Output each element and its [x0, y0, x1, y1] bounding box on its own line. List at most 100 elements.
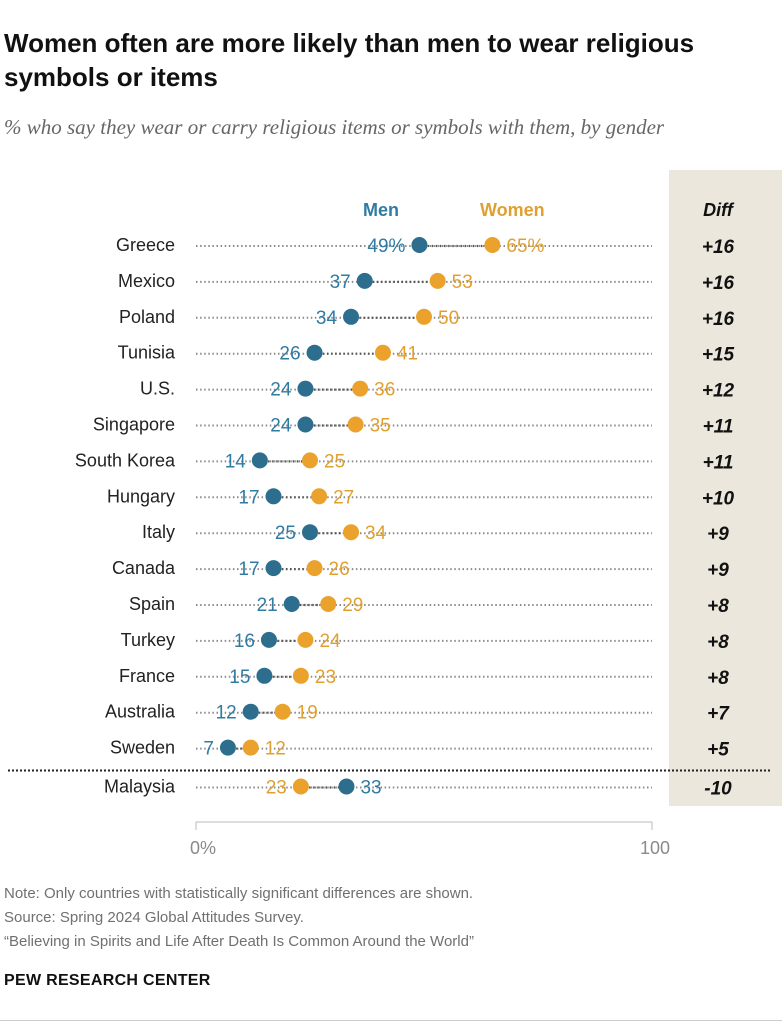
women-dot	[242, 739, 259, 756]
men-value-label: 12	[216, 703, 237, 724]
men-value-label: 24	[270, 416, 292, 437]
source-text: Source: Spring 2024 Global Attitudes Sur…	[4, 909, 304, 926]
women-dot	[347, 416, 364, 433]
men-dot	[306, 344, 323, 361]
women-dot	[311, 488, 328, 505]
men-dot	[356, 272, 373, 289]
women-value-label: 24	[319, 631, 341, 652]
men-value-label: 26	[279, 344, 300, 365]
women-value-label: 35	[370, 416, 391, 437]
men-dot	[265, 560, 282, 577]
men-value-label: 21	[257, 595, 278, 616]
men-dot	[302, 524, 318, 541]
country-label: Greece	[116, 235, 175, 255]
diff-value: +10	[702, 488, 735, 509]
note-text: Note: Only countries with statistically …	[4, 885, 474, 902]
women-value-label: 19	[297, 703, 318, 724]
men-value-label: 17	[238, 559, 259, 580]
men-dot	[411, 237, 428, 253]
women-value-label: 23	[266, 778, 287, 799]
men-dot	[297, 416, 314, 433]
women-dot	[306, 560, 323, 577]
country-label: France	[119, 666, 175, 686]
diff-value: +16	[702, 309, 735, 330]
men-dot	[256, 667, 273, 684]
women-value-label: 25	[324, 451, 345, 472]
women-value-label: 36	[374, 380, 395, 401]
legend-men: Men	[363, 200, 399, 220]
women-dot	[292, 667, 309, 684]
men-value-label: 49%	[367, 236, 405, 257]
country-label: Malaysia	[104, 777, 176, 797]
diff-value: +8	[707, 632, 729, 653]
women-value-label: 65%	[506, 236, 544, 257]
women-dot	[484, 237, 501, 253]
diff-value: +9	[707, 560, 729, 581]
women-value-label: 34	[365, 523, 387, 544]
women-dot	[374, 344, 391, 361]
chart-title: Women often are more likely than men to …	[4, 28, 695, 92]
diff-value: -10	[704, 779, 732, 800]
women-value-label: 41	[397, 344, 418, 365]
legend-women: Women	[480, 200, 545, 220]
country-label: Spain	[129, 594, 175, 614]
chart-subtitle: % who say they wear or carry religious i…	[4, 115, 665, 139]
men-dot	[219, 739, 236, 756]
men-dot	[251, 452, 268, 469]
diff-value: +7	[707, 704, 730, 725]
men-dot	[283, 596, 300, 612]
diff-header: Diff	[703, 200, 735, 220]
women-dot	[416, 308, 432, 325]
men-value-label: 15	[229, 667, 250, 688]
women-value-label: 12	[265, 739, 286, 760]
diff-value: +16	[702, 237, 735, 258]
men-value-label: 16	[234, 631, 255, 652]
men-dot	[338, 778, 355, 795]
women-value-label: 23	[315, 667, 336, 688]
women-dot	[292, 778, 309, 795]
men-value-label: 37	[330, 272, 351, 293]
x-tick-label: 100	[640, 838, 670, 858]
men-dot	[260, 631, 277, 648]
bottom-divider	[0, 1020, 782, 1021]
country-label: Hungary	[107, 486, 175, 506]
men-dot	[265, 488, 282, 505]
dot-plot-chart: Diff Greece 49% 65% +16 Mexico 37 53 +16 Poland 34…	[8, 200, 770, 858]
report-title-text: “Believing in Spirits and Life After Dea…	[4, 933, 474, 950]
women-dot	[352, 380, 369, 397]
diff-value: +16	[702, 273, 735, 294]
women-dot	[297, 631, 314, 648]
diff-value: +11	[703, 452, 734, 473]
brand-logo-text: PEW RESEARCH CENTER	[4, 972, 211, 989]
women-dot	[274, 703, 291, 720]
men-value-label: 34	[316, 308, 338, 329]
men-value-label: 14	[225, 451, 247, 472]
country-label: Tunisia	[118, 343, 176, 363]
country-label: Canada	[112, 558, 176, 578]
women-value-label: 27	[333, 487, 354, 508]
men-dot	[343, 308, 360, 325]
women-dot	[302, 452, 318, 469]
diff-value: +8	[707, 596, 729, 617]
diff-value: +11	[703, 417, 734, 438]
men-value-label: 17	[238, 487, 259, 508]
women-value-label: 29	[342, 595, 363, 616]
men-dot	[297, 380, 314, 397]
country-label: Australia	[105, 702, 176, 722]
men-value-label: 25	[275, 523, 296, 544]
country-label: South Korea	[75, 450, 176, 470]
country-label: Sweden	[110, 738, 175, 758]
diff-column-background	[669, 170, 782, 806]
women-dot	[429, 272, 446, 289]
diff-value: +8	[707, 668, 729, 689]
men-dot	[242, 703, 259, 720]
men-value-label: 7	[203, 739, 214, 760]
diff-value: +15	[702, 345, 735, 366]
women-dot	[343, 524, 360, 541]
men-value-label: 24	[270, 380, 292, 401]
women-value-label: 53	[452, 272, 473, 293]
country-label: Turkey	[121, 630, 175, 650]
men-value-label: 33	[360, 778, 381, 799]
country-label: Mexico	[118, 271, 175, 291]
diff-value: +5	[707, 740, 729, 761]
